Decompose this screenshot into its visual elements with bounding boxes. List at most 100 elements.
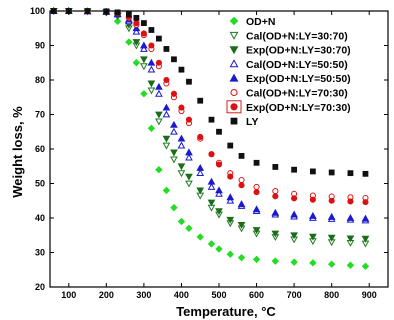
legend-label: Cal(OD+N:LY=70:30) [246, 88, 348, 100]
x-tick-label: 800 [324, 290, 339, 300]
y-tick-label: 80 [35, 75, 45, 85]
data-point [140, 41, 148, 49]
data-point [291, 166, 298, 173]
data-point [133, 20, 140, 27]
axis-ticks: 100 200 300 400 500 600 700 800 900 20 30 40 50 60 70 8… [30, 6, 388, 300]
legend-label: Exp(OD+N:LY=70:30) [246, 102, 351, 114]
legend: OD+N Cal(OD+N:LY=30:70) Exp(OD+N:LY=30:70)… [226, 16, 351, 128]
data-point [215, 161, 223, 168]
data-point [226, 250, 234, 258]
data-point [162, 186, 171, 195]
data-point [196, 169, 205, 177]
data-point [185, 153, 193, 161]
data-point [226, 196, 235, 204]
x-tick-label: 500 [211, 290, 226, 300]
data-point [290, 258, 298, 266]
legend-marker [229, 16, 239, 26]
data-point [177, 217, 186, 226]
data-point [271, 230, 280, 238]
data-point [361, 214, 370, 222]
data-point [185, 180, 193, 188]
data-point [216, 128, 222, 135]
data-point [346, 213, 355, 221]
x-tick-label: 900 [362, 290, 377, 300]
data-point [346, 261, 355, 269]
data-point [147, 124, 156, 133]
data-point [132, 24, 141, 32]
x-tick-label: 100 [61, 290, 76, 300]
data-point [178, 104, 185, 111]
data-point [197, 133, 204, 140]
legend-label: LY [246, 116, 258, 128]
data-point [140, 30, 147, 37]
data-point [132, 27, 141, 35]
data-point [171, 56, 177, 63]
legend-marker [230, 88, 238, 97]
data-point [361, 262, 370, 271]
y-tick-label: 70 [35, 110, 45, 120]
data-point [170, 203, 178, 212]
data-point [185, 148, 193, 156]
data-point [237, 253, 246, 262]
data-point [155, 82, 163, 90]
data-point [238, 177, 245, 184]
data-point [226, 216, 235, 224]
data-point [253, 159, 260, 166]
data-point [309, 233, 317, 241]
data-point [347, 170, 354, 177]
data-point [162, 142, 171, 150]
data-point [207, 182, 216, 190]
data-point [207, 199, 216, 207]
data-point [272, 193, 279, 200]
x-tick-label: 700 [287, 290, 302, 300]
data-point [271, 208, 280, 216]
y-axis-title: Weight loss, % [10, 106, 25, 198]
data-point [125, 11, 132, 18]
x-tick-label: 400 [174, 290, 189, 300]
legend-marker [229, 73, 239, 82]
data-point [177, 170, 186, 178]
data-point [140, 20, 147, 26]
data-point [163, 76, 170, 84]
data-point [197, 97, 204, 104]
y-tick-label: 100 [30, 6, 45, 16]
y-tick-label: 30 [35, 248, 45, 258]
data-point [162, 103, 171, 111]
y-tick-label: 50 [35, 179, 45, 189]
data-point [347, 198, 354, 205]
x-tick-label: 300 [136, 290, 151, 300]
data-point [155, 111, 163, 119]
data-point [327, 260, 336, 268]
data-point [147, 80, 156, 88]
data-point [238, 153, 245, 159]
data-point [208, 116, 215, 123]
data-point [132, 39, 141, 47]
data-point [113, 17, 122, 26]
data-point [186, 78, 192, 85]
data-point [226, 193, 235, 201]
data-point [215, 208, 223, 216]
data-point [215, 186, 223, 194]
series-4 [49, 6, 370, 222]
data-point [140, 90, 148, 98]
data-point [147, 87, 156, 95]
data-point [290, 232, 298, 240]
data-point [252, 205, 261, 213]
data-point [84, 8, 91, 14]
legend-label: Cal(OD+N:LY=50:50) [246, 59, 348, 71]
data-point [271, 257, 280, 265]
data-point [215, 245, 223, 253]
data-point [291, 195, 298, 202]
data-point [114, 9, 121, 16]
data-point [272, 164, 279, 170]
data-point [163, 46, 170, 52]
data-point [132, 59, 141, 67]
data-point [309, 196, 316, 203]
data-point [252, 255, 261, 264]
y-tick-label: 90 [35, 41, 45, 51]
data-point [170, 90, 177, 97]
data-point [309, 259, 317, 267]
data-point [328, 197, 335, 204]
x-tick-label: 200 [99, 290, 114, 300]
